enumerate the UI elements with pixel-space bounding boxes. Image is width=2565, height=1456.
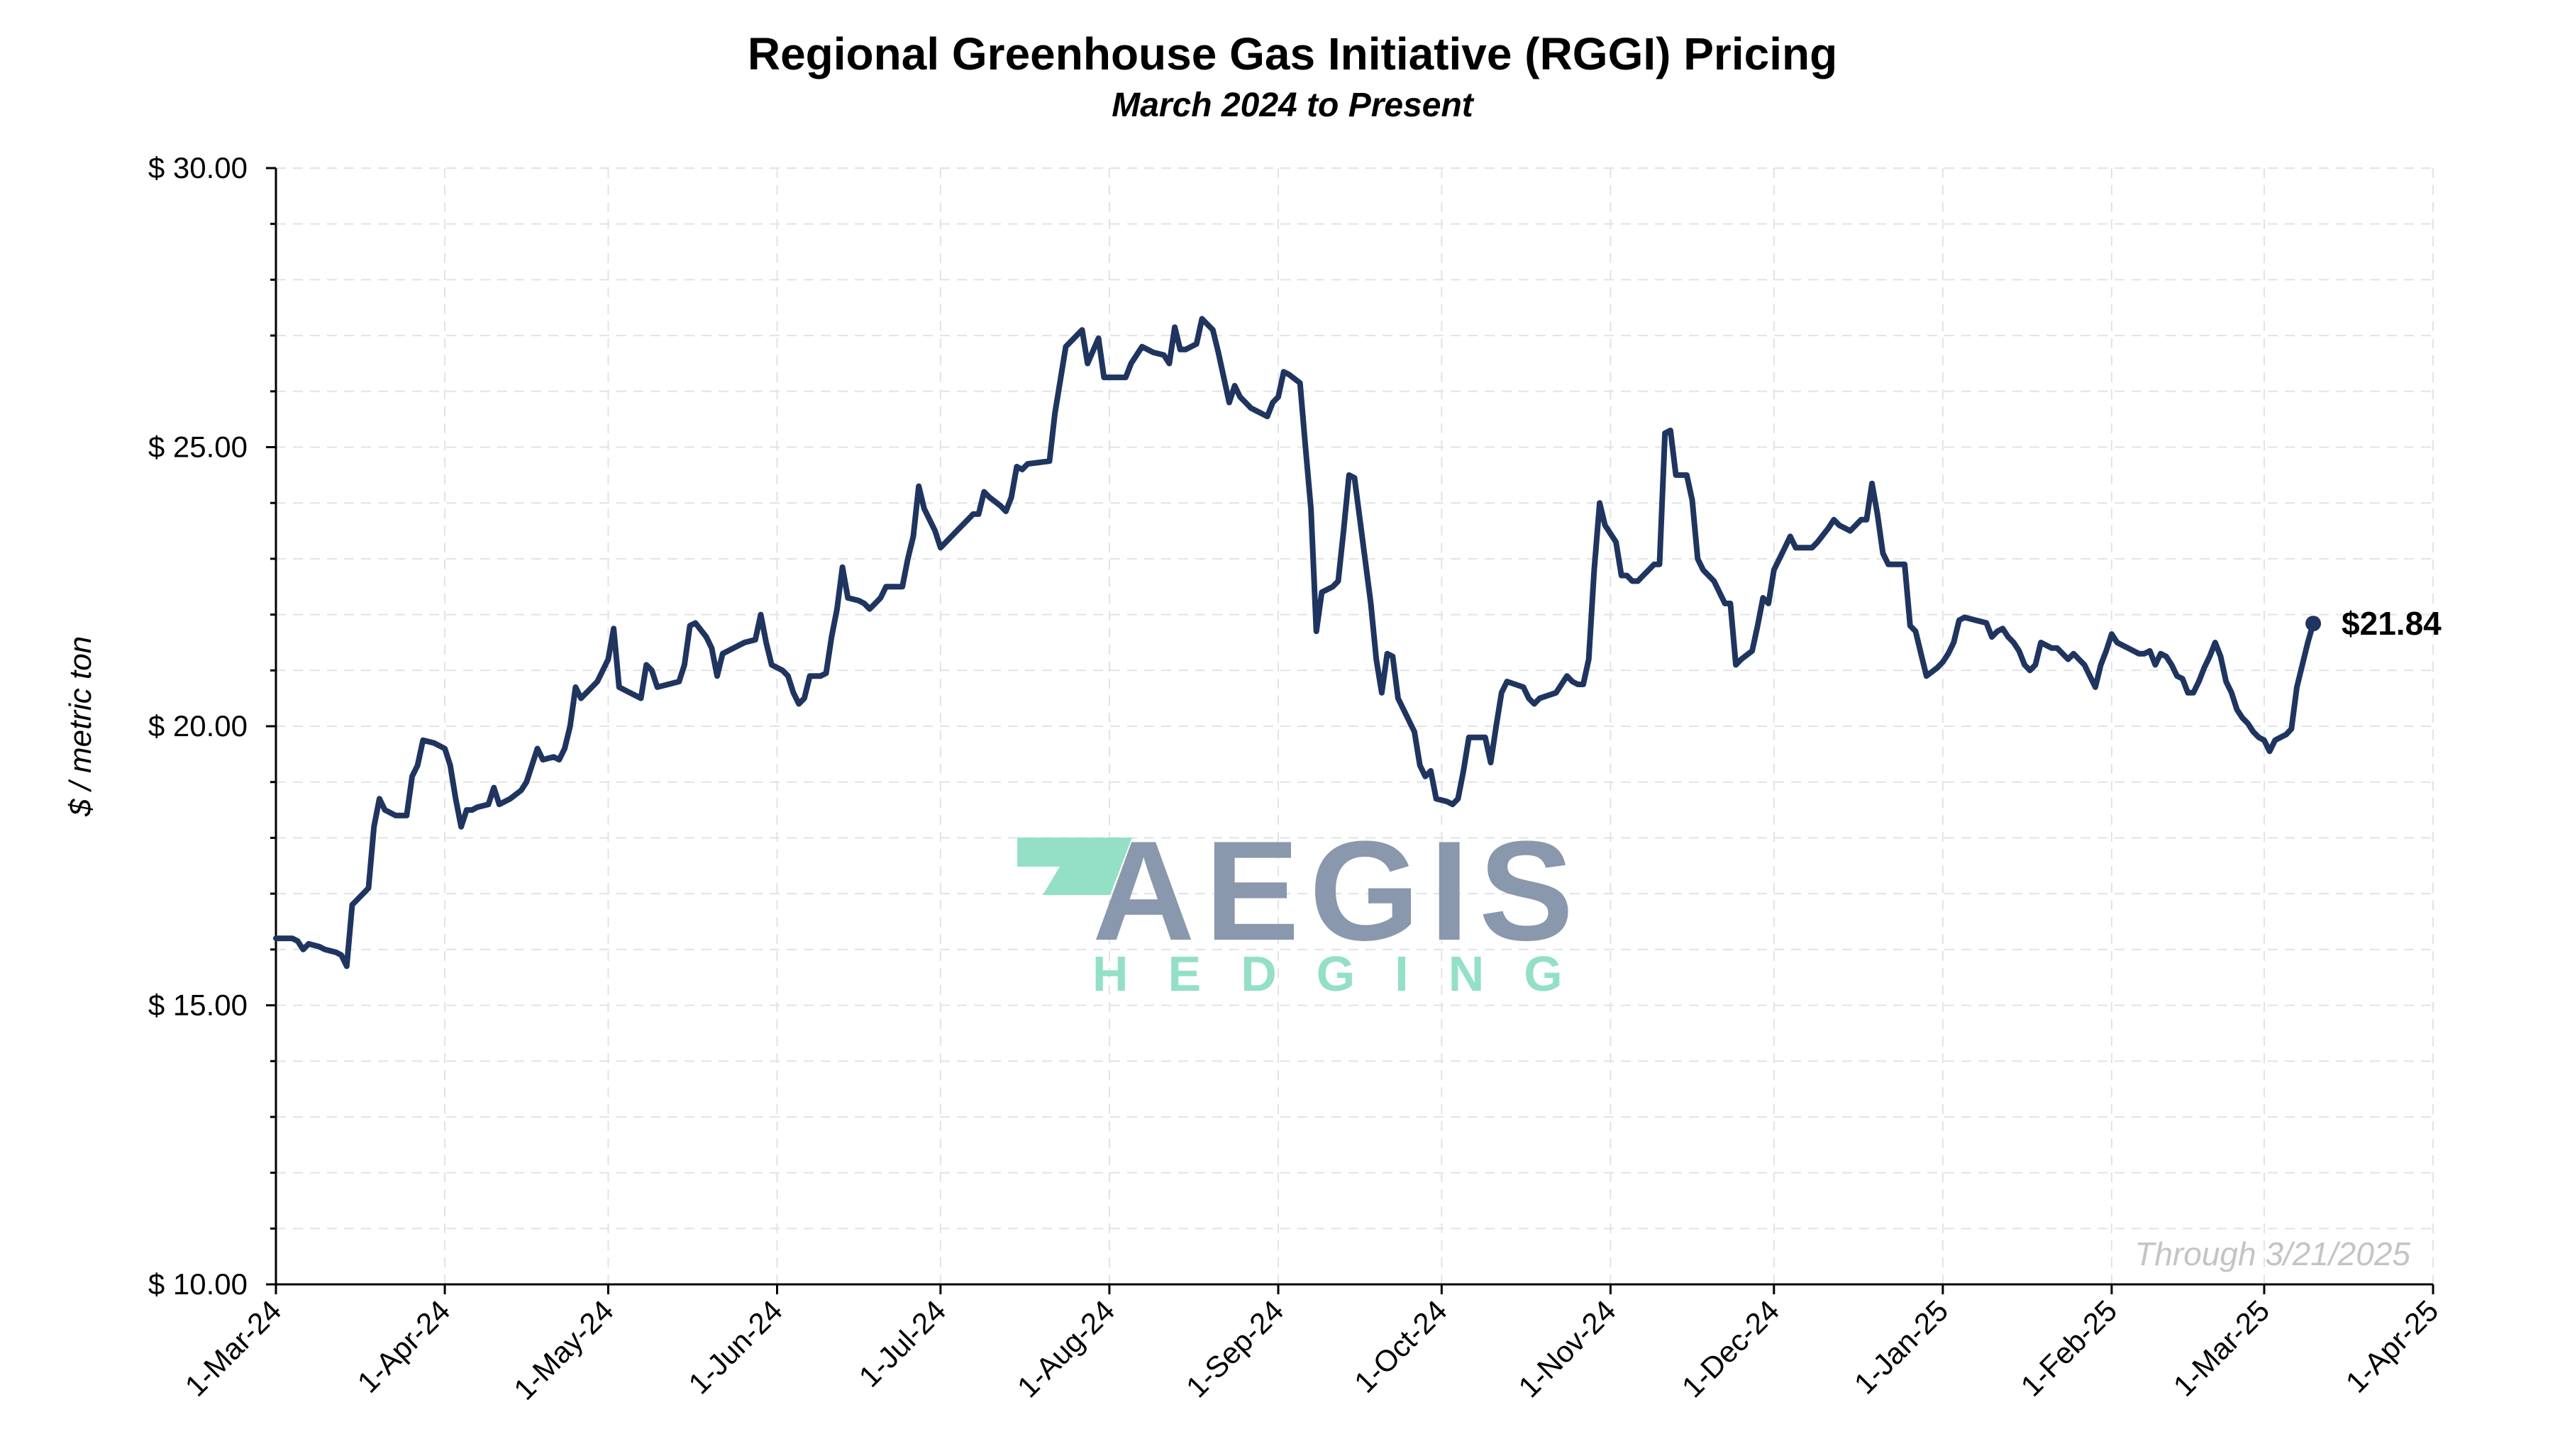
chart-title: Regional Greenhouse Gas Initiative (RGGI… [748, 28, 1837, 79]
y-tick-label: $ 10.00 [148, 1267, 248, 1301]
y-axis-ticks: $ 10.00 $ 15.00 $ 20.00 $ 25.00 $ 30.00 [148, 151, 276, 1301]
y-tick-label: $ 30.00 [148, 151, 248, 184]
grid-lines [276, 167, 2434, 1284]
y-tick-label: $ 20.00 [148, 709, 248, 743]
y-axis-label: $ / metric ton [63, 636, 98, 817]
last-value-label: $21.84 [2342, 605, 2442, 642]
watermark-main-text: AEGIS [1092, 812, 1583, 970]
y-tick-label: $ 25.00 [148, 430, 248, 464]
through-date-annotation: Through 3/21/2025 [2134, 1235, 2410, 1272]
chart-subtitle: March 2024 to Present [1112, 87, 1475, 124]
last-data-point [2305, 616, 2322, 632]
aegis-hedging-watermark: AEGIS HEDGING [1017, 812, 1602, 1001]
watermark-sub-text: HEDGING [1092, 946, 1602, 1001]
y-tick-label: $ 15.00 [148, 989, 248, 1022]
series-line-rggi-price [273, 316, 2317, 969]
aegis-logo-icon [1017, 838, 1132, 895]
